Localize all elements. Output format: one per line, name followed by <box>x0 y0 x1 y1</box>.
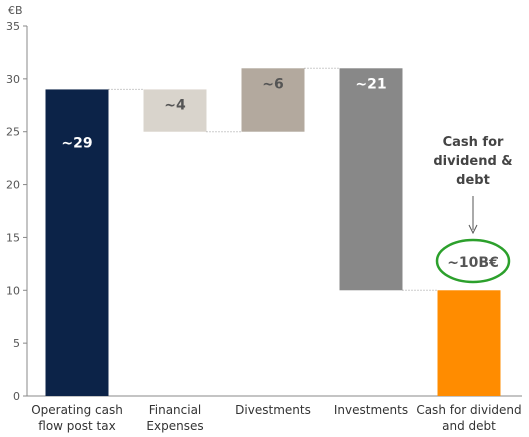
x-category-label: Financial Expenses <box>146 403 203 433</box>
bar <box>143 89 207 132</box>
bar <box>339 68 403 291</box>
y-tick-label: 20 <box>6 179 20 192</box>
bar <box>45 89 109 396</box>
x-category-label: Operating cash flow post tax <box>31 403 123 433</box>
y-tick-label: 0 <box>13 390 20 403</box>
y-tick-label: 5 <box>13 337 20 350</box>
y-tick-label: 30 <box>6 73 20 86</box>
y-tick-label: 35 <box>6 20 20 33</box>
bar <box>241 68 305 132</box>
bar <box>437 290 501 396</box>
x-category-label: Cash for dividend and debt <box>416 403 521 433</box>
bars: ~29 ~4 ~6 ~21 <box>45 68 501 396</box>
bar-value-label: ~4 <box>164 97 186 113</box>
y-tick-label: 25 <box>6 126 20 139</box>
annotation-text: Cash for dividend & debt <box>433 135 512 188</box>
axes: €B 0 5 10 15 20 25 30 35 Operating cash flow post … <box>6 4 522 433</box>
bar-value-label: ~29 <box>61 135 92 151</box>
highlight-circle <box>435 238 511 284</box>
x-category-label: Divestments <box>235 403 311 417</box>
annotation-arrowhead <box>468 224 478 235</box>
y-tick-label: 15 <box>6 231 20 244</box>
annotation: Cash for dividend & debt ~10B€ <box>433 135 513 284</box>
bar-value-label: ~21 <box>355 76 386 92</box>
y-tick-label: 10 <box>6 284 20 297</box>
y-unit-label: €B <box>8 4 23 17</box>
x-category-label: Investments <box>334 403 408 417</box>
bar-value-label: ~6 <box>262 76 283 92</box>
highlight-value-label: ~10B€ <box>447 255 499 271</box>
